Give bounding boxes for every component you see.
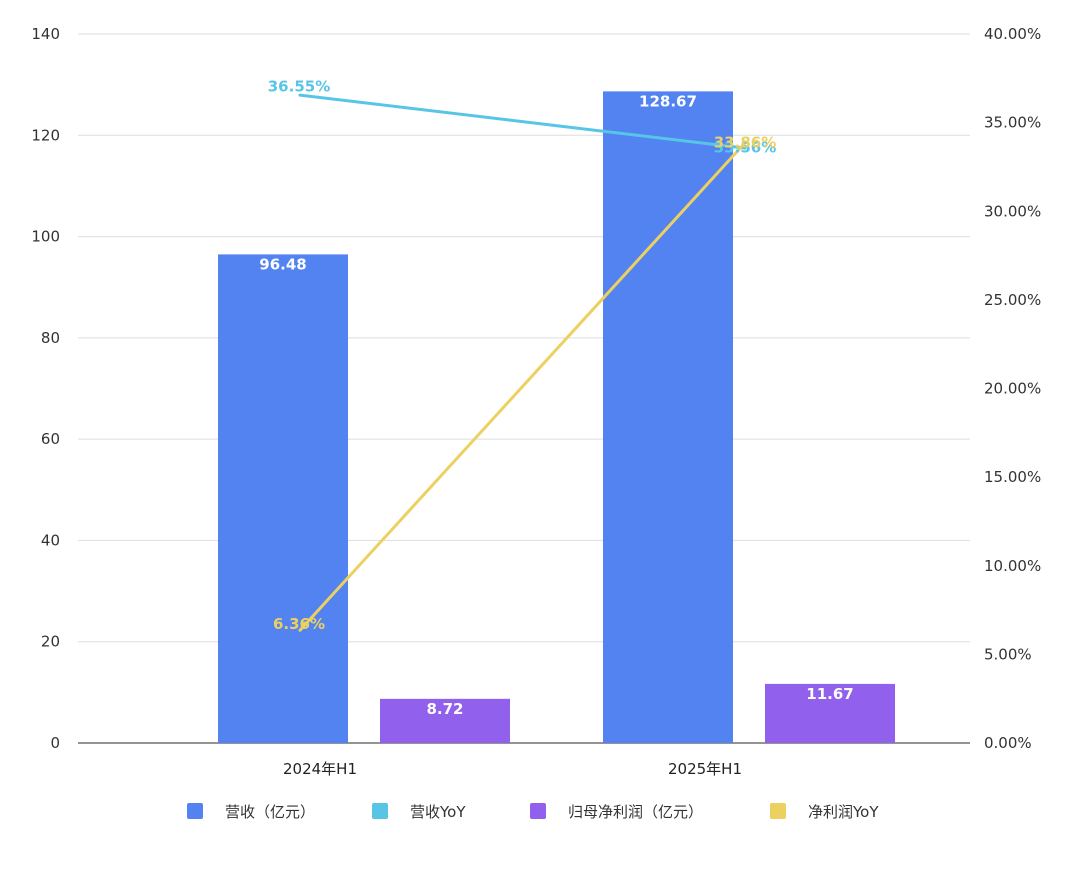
legend-swatch xyxy=(187,803,203,819)
bar xyxy=(765,683,895,743)
line-data-label: 33.86% xyxy=(714,133,776,151)
right-tick-label: 40.00% xyxy=(984,25,1041,43)
legend-label: 归母净利润（亿元） xyxy=(568,803,703,821)
bar-data-label: 96.48 xyxy=(259,255,306,273)
right-tick-label: 15.00% xyxy=(984,468,1041,486)
left-tick-label: 20 xyxy=(41,633,60,651)
line-data-label: 36.55% xyxy=(268,78,330,96)
left-tick-label: 0 xyxy=(50,734,60,752)
category-label: 2025年H1 xyxy=(668,760,742,778)
bar-data-label: 11.67 xyxy=(806,685,853,703)
left-axis: 0 20 40 60 80 100 120 140 xyxy=(31,25,60,752)
series-line xyxy=(299,93,746,150)
legend-label: 净利润YoY xyxy=(808,803,879,821)
line-point xyxy=(743,146,747,150)
right-tick-label: 30.00% xyxy=(984,202,1041,220)
left-tick-label: 60 xyxy=(41,430,60,448)
right-tick-label: 5.00% xyxy=(984,645,1032,663)
bars xyxy=(218,91,895,744)
data-labels: 96.48 128.67 8.72 11.67 36.55% 33.56% 6.36% 33.… xyxy=(259,78,853,718)
right-tick-label: 35.00% xyxy=(984,114,1041,132)
left-tick-label: 80 xyxy=(41,329,60,347)
line-point xyxy=(298,628,302,632)
line-data-label: 33.56% xyxy=(714,139,776,157)
legend-swatch xyxy=(770,803,786,819)
legend: 营收（亿元） 营收YoY 归母净利润（亿元） 净利润YoY xyxy=(187,803,879,821)
legend-swatch xyxy=(372,803,388,819)
bar xyxy=(218,254,348,744)
line-point xyxy=(298,93,302,97)
legend-label: 营收YoY xyxy=(410,803,466,821)
grid-lines xyxy=(78,33,970,744)
line-data-label: 6.36% xyxy=(273,615,325,633)
lines xyxy=(298,93,747,632)
bar xyxy=(603,91,733,743)
bar-data-label: 8.72 xyxy=(426,700,463,718)
category-label: 2024年H1 xyxy=(283,760,357,778)
right-tick-label: 0.00% xyxy=(984,734,1032,752)
right-tick-label: 20.00% xyxy=(984,380,1041,398)
right-tick-label: 10.00% xyxy=(984,557,1041,575)
legend-swatch xyxy=(530,803,546,819)
series-line xyxy=(298,141,747,632)
right-tick-label: 25.00% xyxy=(984,291,1041,309)
bar xyxy=(380,698,510,743)
legend-label: 营收（亿元） xyxy=(225,803,315,821)
left-tick-label: 40 xyxy=(41,531,60,549)
left-tick-label: 100 xyxy=(31,228,60,246)
left-tick-label: 140 xyxy=(31,25,60,43)
category-labels: 2024年H1 2025年H1 xyxy=(283,760,742,778)
line-point xyxy=(743,141,747,145)
bar-data-label: 128.67 xyxy=(639,92,697,110)
left-tick-label: 120 xyxy=(31,126,60,144)
right-axis: 0.00% 5.00% 10.00% 15.00% 20.00% 25.00% 30.00%… xyxy=(984,25,1041,752)
